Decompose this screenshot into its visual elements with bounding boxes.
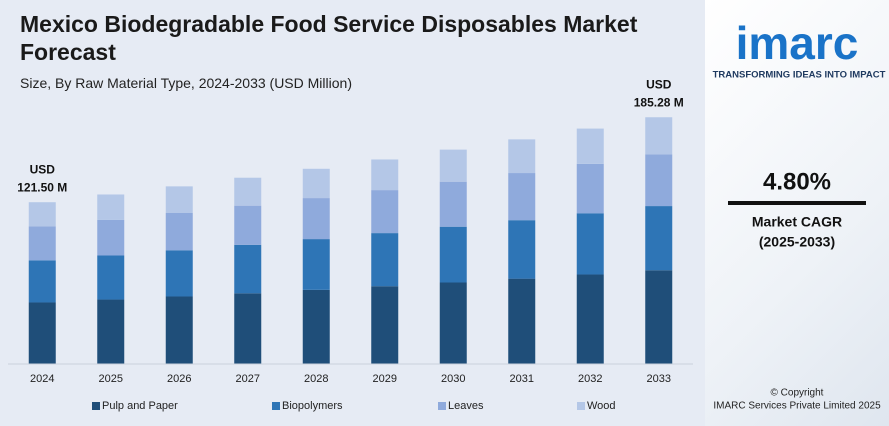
bar-segment xyxy=(371,286,399,364)
cagr-value: 4.80% xyxy=(763,168,831,195)
x-tick-label: 2030 xyxy=(441,373,465,385)
bar-segment xyxy=(28,302,56,364)
bar-segment xyxy=(234,244,262,294)
logo: imarc xyxy=(736,17,859,69)
bar-segment xyxy=(439,282,467,364)
legend-swatch xyxy=(92,402,100,410)
bar-segment xyxy=(439,149,467,182)
divider xyxy=(728,201,866,205)
bar-segment xyxy=(439,181,467,227)
bar-segment xyxy=(234,177,262,206)
legend-label: Biopolymers xyxy=(282,400,343,412)
x-tick-label: 2026 xyxy=(167,373,191,385)
bar-segment xyxy=(234,293,262,364)
bar-segment xyxy=(645,270,673,364)
annotation: 121.50 M xyxy=(17,180,67,194)
bar-segment xyxy=(28,260,56,303)
bar-segment xyxy=(645,117,673,155)
bar-segment xyxy=(97,219,125,256)
chart-title: Mexico Biodegradable Food Service Dispos… xyxy=(20,11,638,65)
bar-segment xyxy=(302,289,330,364)
cagr-label: Market CAGR xyxy=(752,214,842,230)
bar-segment xyxy=(97,299,125,364)
legend-swatch xyxy=(438,402,446,410)
bar-segment xyxy=(576,213,604,275)
bar-segment xyxy=(97,255,125,300)
bar-segment xyxy=(371,233,399,287)
legend-label: Pulp and Paper xyxy=(102,400,178,412)
bar-segment xyxy=(576,163,604,214)
tagline: TRANSFORMING IDEAS INTO IMPACT xyxy=(713,70,886,81)
bar-segment xyxy=(302,198,330,240)
cagr-period: (2025-2033) xyxy=(759,234,835,250)
bar-segment xyxy=(439,226,467,283)
bar-segment xyxy=(28,202,56,227)
x-tick-label: 2025 xyxy=(99,373,123,385)
annotation: 185.28 M xyxy=(634,95,684,109)
sidebar xyxy=(705,0,889,426)
x-tick-label: 2033 xyxy=(647,373,671,385)
bar-segment xyxy=(576,128,604,164)
legend-label: Leaves xyxy=(448,400,484,412)
copyright: © Copyright xyxy=(771,388,824,399)
chart-subtitle: Size, By Raw Material Type, 2024-2033 (U… xyxy=(20,75,352,91)
bar-segment xyxy=(645,154,673,207)
x-tick-label: 2032 xyxy=(578,373,602,385)
bar-segment xyxy=(302,168,330,199)
company: IMARC Services Private Limited 2025 xyxy=(713,401,881,412)
x-tick-label: 2024 xyxy=(30,373,54,385)
x-tick-label: 2028 xyxy=(304,373,328,385)
annotation: USD xyxy=(646,77,672,91)
bar-segment xyxy=(371,159,399,191)
bar-segment xyxy=(371,190,399,234)
bar-segment xyxy=(576,274,604,364)
bar-segment xyxy=(234,205,262,245)
legend-label: Wood xyxy=(587,400,616,412)
x-tick-label: 2029 xyxy=(373,373,397,385)
bar-segment xyxy=(165,296,193,364)
bar-segment xyxy=(645,206,673,271)
bar-segment xyxy=(28,226,56,261)
bar-segment xyxy=(165,250,193,297)
bar-segment xyxy=(508,278,536,364)
bar-segment xyxy=(165,186,193,213)
bar-segment xyxy=(97,194,125,220)
bar-segment xyxy=(508,173,536,221)
bar-segment xyxy=(508,220,536,279)
x-tick-label: 2031 xyxy=(510,373,534,385)
legend-swatch xyxy=(272,402,280,410)
legend-swatch xyxy=(577,402,585,410)
bar-segment xyxy=(165,212,193,251)
annotation: USD xyxy=(30,162,56,176)
bar-segment xyxy=(302,239,330,290)
x-tick-label: 2027 xyxy=(236,373,260,385)
bar-segment xyxy=(508,139,536,174)
